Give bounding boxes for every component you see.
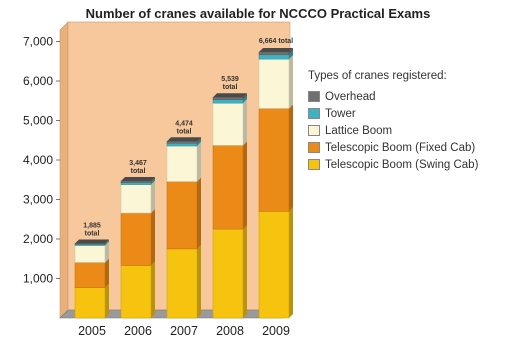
bar-segment — [258, 54, 290, 60]
legend-swatch — [308, 159, 320, 170]
bar-segment-side — [197, 177, 201, 249]
bar-segment-side — [151, 178, 155, 185]
bar-segment-side — [151, 209, 155, 266]
total-label: 6,664 total — [259, 38, 293, 45]
y-tick-label: 1,000 — [23, 272, 53, 286]
bar-segment — [166, 143, 198, 147]
bar-segment-side — [105, 283, 109, 318]
total-labels: 1,885total3,467total4,474total5,539total… — [83, 38, 293, 238]
bar-segment-side — [289, 48, 293, 55]
legend: Types of cranes registered: Overhead Towe… — [308, 70, 478, 173]
bar-segment-side — [197, 137, 201, 144]
bar-segment — [212, 102, 244, 146]
plot-side-wall — [59, 21, 69, 319]
bar-segment-side — [105, 258, 109, 288]
y-tick-label: 6,000 — [23, 74, 53, 88]
bar-segment-side — [289, 207, 293, 318]
bar-segment-side — [197, 244, 201, 318]
legend-swatch — [308, 142, 320, 153]
total-label-word: total — [85, 231, 100, 238]
bar-segment-side — [105, 239, 109, 245]
bar-segment-side — [289, 55, 293, 109]
bar-segment — [120, 180, 152, 183]
total-label-value: 1,885 — [83, 223, 101, 230]
x-tick-label: 2005 — [78, 324, 106, 338]
bar-segment-side — [197, 142, 201, 182]
legend-item: Tower — [308, 105, 478, 122]
bar-segment — [258, 108, 290, 212]
x-tick-label: 2009 — [262, 324, 290, 338]
x-tick-label: 2006 — [124, 324, 152, 338]
bar-segment-side — [105, 240, 109, 246]
bar-segment — [120, 184, 152, 214]
bar-segment — [166, 181, 198, 250]
bar-segment-side — [243, 141, 247, 230]
y-tick-label: 3,000 — [23, 193, 53, 207]
bars — [74, 48, 293, 319]
bar-top-face — [259, 48, 293, 53]
legend-item: Telescopic Boom (Fixed Cab) — [308, 139, 478, 156]
bar-segment — [212, 99, 244, 104]
bar-top-face — [75, 239, 109, 244]
bar-segment-side — [289, 50, 293, 60]
bar-segment-side — [105, 241, 109, 263]
bar-segment-side — [151, 180, 155, 214]
bar-segment-side — [243, 225, 247, 318]
total-label-value: 5,539 — [221, 76, 239, 83]
legend-swatch — [308, 108, 320, 119]
bar-segment — [74, 245, 106, 263]
bar-segment — [258, 51, 290, 56]
bar-segment — [166, 248, 198, 319]
bar-segment-side — [151, 177, 155, 183]
legend-title: Types of cranes registered: — [308, 70, 447, 82]
legend-item: Overhead — [308, 88, 478, 105]
legend-label: Overhead — [325, 90, 376, 103]
bar-segment — [212, 145, 244, 230]
bar-segment — [120, 182, 152, 185]
y-tick-label: 4,000 — [23, 153, 53, 167]
bar-segment — [74, 287, 106, 319]
bar-top-face — [167, 137, 201, 142]
total-label-word: total — [131, 168, 146, 175]
x-tick-label: 2008 — [216, 324, 244, 338]
legend-swatch — [308, 125, 320, 136]
total-label-value: 4,474 — [175, 120, 193, 127]
legend-label: Lattice Boom — [325, 124, 393, 137]
bar-segment — [166, 145, 198, 182]
bar-segment — [74, 262, 106, 288]
bar-top-face — [121, 177, 155, 182]
y-tick-label: 7,000 — [23, 35, 53, 49]
bar-segment-side — [243, 95, 247, 104]
chart-title: Number of cranes available for NCCCO Pra… — [85, 6, 431, 21]
y-tick-label: 5,000 — [23, 114, 53, 128]
bar-segment — [212, 96, 244, 100]
bar-top-face — [213, 93, 247, 98]
bar-segment — [120, 212, 152, 266]
bar-segment-side — [243, 99, 247, 146]
bar-segment-side — [197, 139, 201, 147]
legend-label: Telescopic Boom (Swing Cab) — [325, 158, 479, 171]
bar-segment — [120, 265, 152, 319]
legend-item: Telescopic Boom (Swing Cab) — [308, 156, 478, 173]
x-axis: 2005 2006 2007 2008 2009 — [78, 324, 290, 338]
legend-item: Lattice Boom — [308, 122, 478, 139]
bar-segment — [212, 228, 244, 319]
legend-label: Telescopic Boom (Fixed Cab) — [325, 141, 476, 154]
y-axis: 1,000 2,000 3,000 4,000 5,000 6,000 7,000 — [23, 35, 60, 286]
bar-segment — [258, 58, 290, 109]
bar-segment — [166, 141, 198, 144]
legend-swatch — [308, 91, 320, 102]
bar-segment-side — [151, 261, 155, 318]
total-label-word: total — [177, 128, 192, 135]
x-tick-label: 2007 — [170, 324, 198, 338]
bar-segment-side — [289, 104, 293, 212]
total-label-word: total — [223, 84, 238, 91]
y-tick-label: 2,000 — [23, 232, 53, 246]
legend-label: Tower — [325, 107, 356, 120]
bar-segment — [74, 243, 106, 245]
total-label-value: 3,467 — [129, 160, 147, 167]
bar-segment — [258, 211, 290, 319]
bar-segment-side — [243, 93, 247, 100]
